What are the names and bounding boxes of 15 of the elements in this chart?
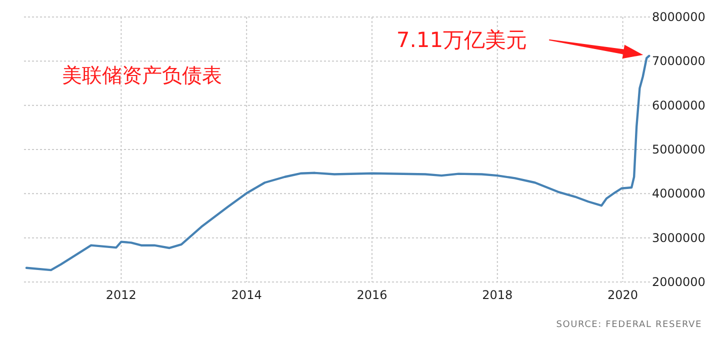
y-tick-label: 5000000 xyxy=(652,142,706,156)
text: 美联储资产负债表 xyxy=(62,63,222,87)
y-tick-label: 3000000 xyxy=(652,230,706,245)
x-tick-label: 2012 xyxy=(106,288,136,302)
source-note: SOURCE: FEDERAL RESERVE xyxy=(556,320,702,330)
annotation: 7.11万亿美元 xyxy=(396,28,528,52)
x-tick-label: 2020 xyxy=(608,288,638,302)
x-tick-label: 2016 xyxy=(356,288,388,302)
x-tick-label: 2018 xyxy=(482,288,513,302)
y-tick-label: 4000000 xyxy=(652,186,706,201)
x-tick-label: 2014 xyxy=(231,288,262,302)
y-tick-label: 2000000 xyxy=(652,275,706,289)
y-tick-label: 8000000 xyxy=(652,10,706,24)
y-tick-label: 7000000 xyxy=(652,54,706,68)
y-tick-label: 6000000 xyxy=(652,98,706,112)
